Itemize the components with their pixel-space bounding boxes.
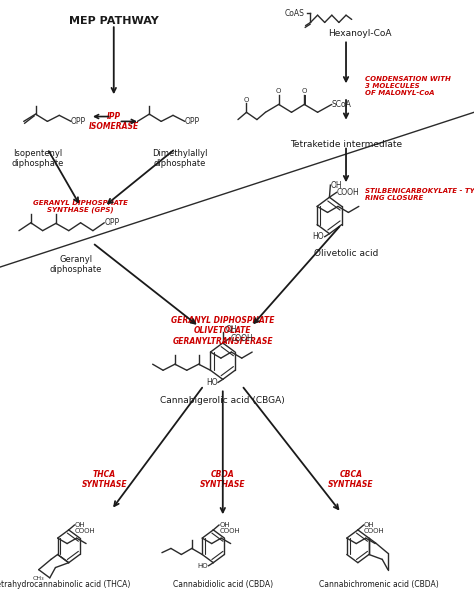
Text: IPP
ISOMERASE: IPP ISOMERASE xyxy=(89,112,139,131)
Text: Hexanoyl-CoA: Hexanoyl-CoA xyxy=(328,29,392,38)
Text: OPP: OPP xyxy=(71,117,86,126)
Text: OH: OH xyxy=(225,325,237,334)
Text: COOH: COOH xyxy=(364,528,385,534)
Text: CBCA
SYNTHASE: CBCA SYNTHASE xyxy=(328,470,374,489)
Text: COOH: COOH xyxy=(75,528,96,534)
Text: OH: OH xyxy=(219,522,230,528)
Text: Cannabidiolic acid (CBDA): Cannabidiolic acid (CBDA) xyxy=(173,580,273,589)
Text: MEP PATHWAY: MEP PATHWAY xyxy=(69,16,159,26)
Text: SCoA: SCoA xyxy=(332,100,352,109)
Text: Tetrahydrocannabinolic acid (THCA): Tetrahydrocannabinolic acid (THCA) xyxy=(0,580,130,589)
Text: CBDA
SYNTHASE: CBDA SYNTHASE xyxy=(200,470,246,489)
Text: Olivetolic acid: Olivetolic acid xyxy=(314,249,378,258)
Text: OH: OH xyxy=(364,522,374,528)
Text: HO: HO xyxy=(312,232,324,241)
Text: OPP: OPP xyxy=(185,117,200,126)
Text: O: O xyxy=(276,88,282,94)
Text: Cannabigerolic acid (CBGA): Cannabigerolic acid (CBGA) xyxy=(160,396,285,405)
Text: O: O xyxy=(244,97,249,103)
Text: Cannabichromenic acid (CBDA): Cannabichromenic acid (CBDA) xyxy=(319,580,439,589)
Text: STILBENICARBOKYLATE - TYPE
RING CLOSURE: STILBENICARBOKYLATE - TYPE RING CLOSURE xyxy=(365,188,474,201)
Text: CoAS: CoAS xyxy=(284,9,304,18)
Text: COOH: COOH xyxy=(337,188,360,197)
Text: COOH: COOH xyxy=(219,528,240,534)
Text: CH₃: CH₃ xyxy=(33,575,45,581)
Text: HO: HO xyxy=(206,378,218,387)
Text: HO: HO xyxy=(198,563,208,569)
Text: Tetraketide intermediate: Tetraketide intermediate xyxy=(290,140,402,149)
Text: GERANYL DIPHOSPHATE
SYNTHASE (GPS): GERANYL DIPHOSPHATE SYNTHASE (GPS) xyxy=(33,200,128,213)
Text: THCA
SYNTHASE: THCA SYNTHASE xyxy=(82,470,127,489)
Text: Isopentenyl
diphosphate: Isopentenyl diphosphate xyxy=(12,149,64,168)
Text: OH: OH xyxy=(75,522,85,528)
Text: Dimethylallyl
diphosphate: Dimethylallyl diphosphate xyxy=(152,149,208,168)
Text: GERANYL DIPHOSPHATE
OLIVETOLATE
GERANYLTRANSFERASE: GERANYL DIPHOSPHATE OLIVETOLATE GERANYLT… xyxy=(171,316,274,346)
Text: OPP: OPP xyxy=(104,219,119,227)
Text: CONDENSATION WITH
3 MOLECULES
OF MALONYL-CoA: CONDENSATION WITH 3 MOLECULES OF MALONYL… xyxy=(365,76,451,96)
Text: Geranyl
diphosphate: Geranyl diphosphate xyxy=(50,255,102,274)
Text: COOH: COOH xyxy=(230,334,253,342)
Text: OH: OH xyxy=(331,181,343,189)
Text: O: O xyxy=(301,88,307,94)
